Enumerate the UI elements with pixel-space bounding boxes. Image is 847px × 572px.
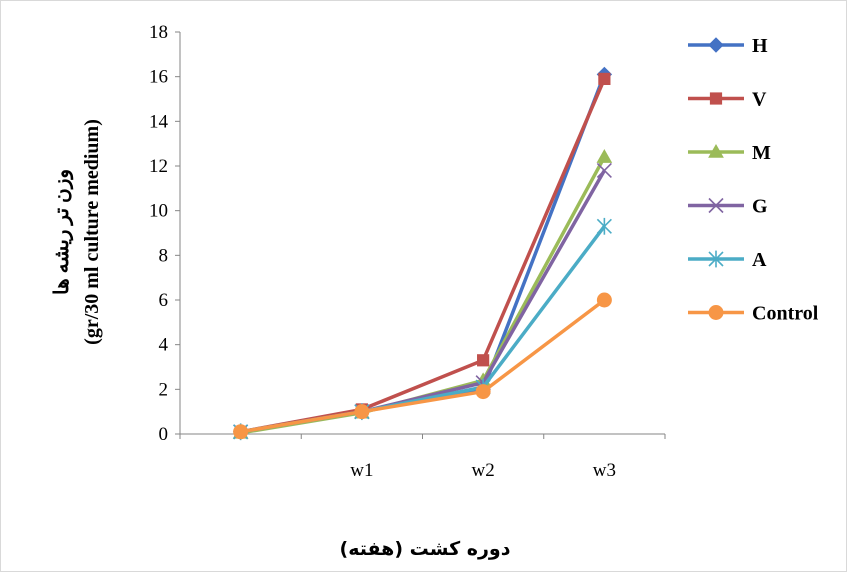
legend: H V M G A Control	[688, 35, 819, 325]
y-axis-label-line1: وزن تر ریشه ها	[51, 169, 74, 295]
y-tick-label: 6	[159, 290, 169, 311]
data-point-v	[477, 354, 490, 367]
x-tick-label: w3	[593, 460, 616, 481]
legend-marker-h	[708, 37, 724, 53]
y-tick-label: 12	[149, 156, 168, 177]
series-line-h	[240, 73, 607, 434]
y-tick-label: 4	[159, 335, 169, 356]
y-tick-label: 2	[159, 379, 169, 400]
data-point-control	[354, 404, 370, 420]
y-tick-label: 10	[149, 201, 168, 222]
x-axis-label: دوره کشت (هفته)	[340, 538, 511, 560]
legend-item-m: M	[688, 142, 771, 164]
y-tick-label: 18	[149, 22, 168, 43]
data-point-g	[596, 162, 612, 179]
legend-marker-v	[709, 92, 723, 105]
legend-marker-g	[708, 197, 724, 214]
legend-item-control: Control	[688, 303, 819, 325]
series-line-m	[240, 156, 606, 435]
legend-label-h: H	[752, 35, 768, 57]
data-point-control	[596, 292, 612, 308]
data-point-v	[598, 72, 611, 86]
legend-label-control: Control	[752, 303, 819, 325]
legend-label-a: A	[752, 249, 767, 271]
legend-label-g: G	[752, 196, 768, 218]
legend-item-v: V	[688, 89, 767, 111]
legend-item-h: H	[688, 35, 768, 57]
x-tick-label: w2	[472, 460, 495, 481]
series-v	[234, 72, 611, 438]
legend-marker-a	[708, 250, 724, 268]
axes: 0 2 4 6 8 10 12 14 16 18 w1 w2 w3	[149, 22, 666, 481]
data-point-control	[233, 424, 249, 440]
legend-marker-control	[708, 305, 724, 320]
legend-label-m: M	[752, 142, 771, 164]
x-tick-label: w1	[350, 460, 373, 481]
data-point-a	[596, 217, 612, 235]
y-axis-label-line2: (gr/30 ml culture medium)	[81, 119, 103, 345]
legend-label-v: V	[752, 89, 767, 111]
series-control	[233, 292, 612, 440]
data-point-m	[596, 149, 613, 163]
legend-item-g: G	[688, 196, 768, 218]
data-point-control	[475, 384, 491, 400]
y-tick-label: 16	[149, 67, 168, 88]
series-layer	[232, 66, 613, 441]
series-line-control	[240, 298, 606, 434]
legend-item-a: A	[688, 249, 767, 271]
legend-marker-m	[708, 143, 724, 158]
y-tick-label: 8	[159, 245, 169, 266]
y-tick-label: 0	[159, 424, 169, 445]
y-tick-label: 14	[149, 111, 169, 132]
